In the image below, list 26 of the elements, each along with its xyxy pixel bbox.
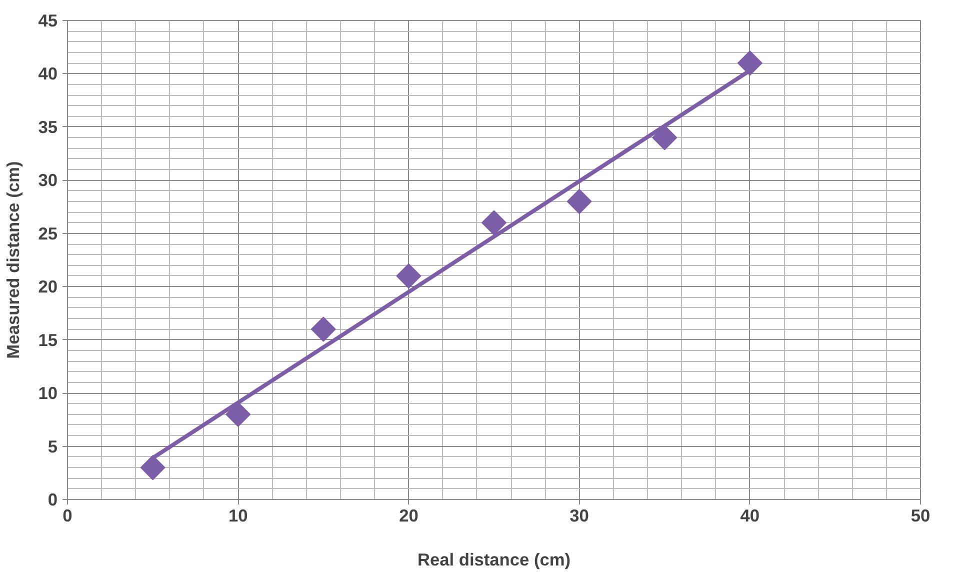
point (310, 316, 336, 342)
y-tick-label: 40 (38, 64, 58, 84)
y-tick-label: 25 (38, 223, 58, 244)
x-tick-label: 0 (62, 506, 72, 526)
x-axis-title: Real distance (cm) (417, 550, 571, 570)
y-tick-label: 20 (38, 276, 58, 297)
x-tick-label: 40 (740, 506, 760, 526)
y-axis-title: Measured distance (cm) (3, 161, 24, 359)
point (226, 402, 251, 427)
y-tick-label: 35 (38, 116, 58, 137)
x-tick-label: 20 (399, 506, 418, 526)
point (396, 263, 422, 288)
point (652, 125, 678, 150)
point (566, 188, 592, 214)
point (140, 455, 166, 480)
y-tick-label: 45 (38, 10, 58, 30)
y-tick-label: 15 (38, 330, 58, 350)
y-tick-label: 0 (48, 490, 58, 510)
x-tick-label: 50 (910, 506, 930, 526)
point (481, 210, 507, 236)
x-tick-label: 30 (570, 506, 589, 526)
point (737, 50, 762, 76)
y-tick-label: 10 (38, 383, 58, 404)
y-tick-label: 5 (48, 436, 58, 456)
x-tick-label: 10 (228, 506, 248, 526)
y-tick-label: 30 (38, 170, 58, 190)
